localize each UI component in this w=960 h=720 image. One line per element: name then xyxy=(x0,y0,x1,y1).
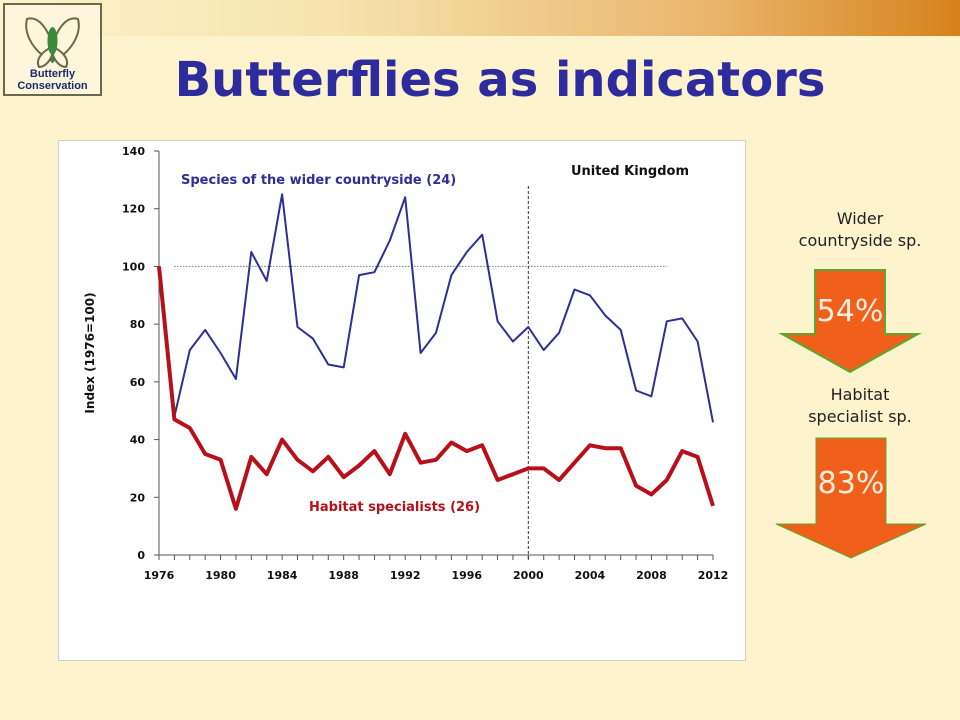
y-tick-label: 140 xyxy=(122,145,145,158)
habitat-specialist-label-line1: Habitat xyxy=(830,385,890,404)
region-label: United Kingdom xyxy=(571,164,689,179)
x-tick-label: 1976 xyxy=(144,569,175,582)
series-line-habitat-specialists xyxy=(157,266,715,511)
x-tick-label: 1980 xyxy=(205,569,236,582)
habitat-specialist-percent: 83% xyxy=(817,466,885,501)
y-tick-label: 120 xyxy=(122,203,145,216)
butterfly-icon xyxy=(25,17,80,69)
wider-countryside-label-line1: Wider xyxy=(836,209,884,228)
wider-countryside-percent: 54% xyxy=(816,294,884,329)
chart-panel: 0 20 40 60 80 100 120 140 1976 1980 1984 1988 1992 19… xyxy=(58,140,746,661)
top-band xyxy=(0,0,960,36)
x-tick-label: 2012 xyxy=(698,569,729,582)
wider-countryside-label-line2: countryside sp. xyxy=(798,231,922,250)
y-tick-label: 40 xyxy=(130,434,146,447)
x-tick-label: 2000 xyxy=(513,569,544,582)
series-line-wider-countryside xyxy=(158,193,714,423)
wider-countryside-arrow: 54% xyxy=(778,268,922,374)
line-chart: 0 20 40 60 80 100 120 140 1976 1980 1984 1988 1992 19… xyxy=(83,145,729,582)
wider-countryside-label: Wider countryside sp. xyxy=(770,208,950,252)
habitat-specialist-label-line2: specialist sp. xyxy=(808,407,912,426)
habitat-specialist-arrow: 83% xyxy=(772,436,930,560)
y-tick-label: 60 xyxy=(130,376,146,389)
series-label-habitat-specialists: Habitat specialists (26) xyxy=(309,500,480,515)
logo-line-2: Conservation xyxy=(17,80,88,92)
y-tick-label: 80 xyxy=(130,318,146,331)
x-tick-label: 1988 xyxy=(328,569,359,582)
logo-line-1: Butterfly xyxy=(29,68,76,80)
y-axis-label: Index (1976=100) xyxy=(83,292,97,413)
x-tick-label: 1984 xyxy=(267,569,298,582)
y-tick-label: 0 xyxy=(137,549,145,562)
x-tick-label: 1996 xyxy=(451,569,482,582)
series-label-wider-countryside: Species of the wider countryside (24) xyxy=(181,173,456,188)
down-arrow-icon xyxy=(775,437,927,559)
butterfly-conservation-logo: Butterfly Conservation xyxy=(3,3,102,96)
x-tick-label: 2008 xyxy=(636,569,667,582)
y-tick-label: 20 xyxy=(130,491,146,504)
x-tick-label: 2004 xyxy=(575,569,606,582)
page-title: Butterflies as indicators xyxy=(174,52,826,108)
habitat-specialist-label: Habitat specialist sp. xyxy=(770,384,950,428)
y-tick-label: 100 xyxy=(122,260,145,273)
down-arrow-icon xyxy=(778,269,922,374)
x-tick-label: 1992 xyxy=(390,569,421,582)
